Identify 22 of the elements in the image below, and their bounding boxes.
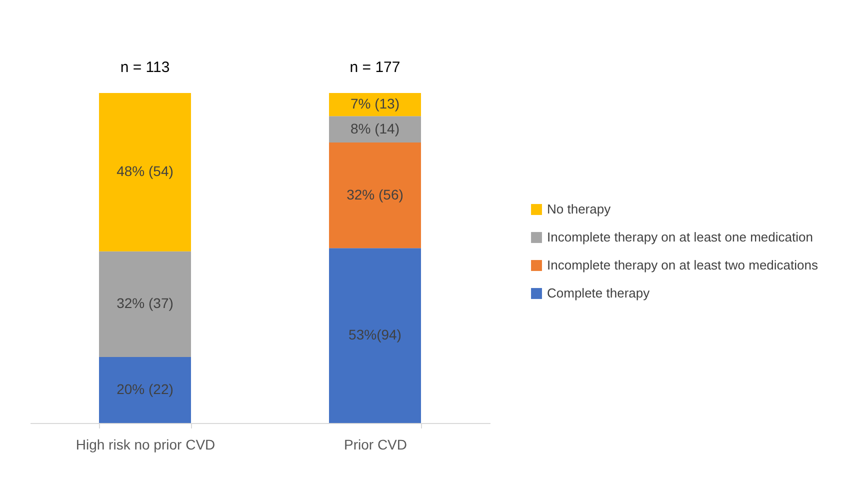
data-label: 32% (56) [346, 186, 404, 202]
data-label: 7% (13) [350, 96, 400, 112]
bar [329, 248, 421, 423]
annotation: n = 113 [120, 59, 170, 76]
data-label: 48% (54) [116, 163, 174, 180]
annotation: n = 177 [350, 59, 400, 76]
bar [329, 142, 421, 248]
bar [99, 251, 191, 357]
legend-label: No therapy [547, 202, 612, 216]
bar [99, 357, 191, 423]
legend-label: Complete therapy [547, 286, 650, 300]
bar [99, 93, 191, 252]
data-label: 32% (37) [116, 295, 174, 312]
x-tick-label: High risk no prior CVD [76, 436, 216, 452]
legend-label: Incomplete therapy on at least two medications [547, 258, 818, 272]
bar [329, 116, 421, 142]
data-label: 8% (14) [350, 120, 400, 136]
data-label: 53%(94) [348, 326, 402, 343]
x-tick-label: Prior CVD [344, 436, 408, 452]
bar [329, 93, 421, 116]
legend-label: Incomplete therapy on at least one medication [547, 230, 813, 244]
data-label: 20% (22) [116, 381, 174, 397]
